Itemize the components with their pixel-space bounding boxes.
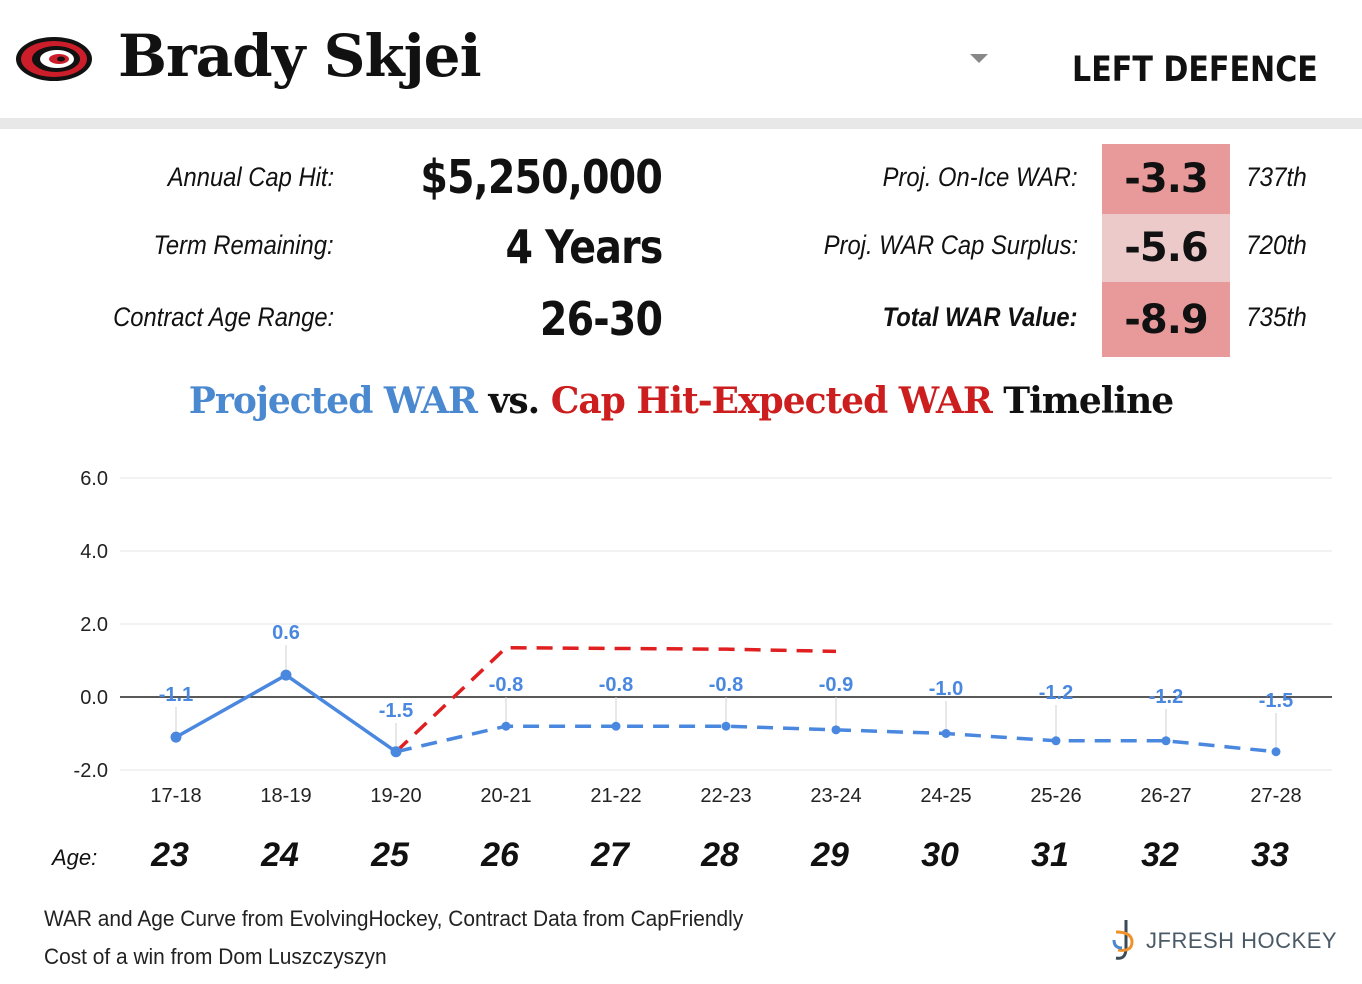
war-surplus-rank: 720th xyxy=(1246,230,1307,260)
y-tick-label: 6.0 xyxy=(80,468,108,490)
hurricanes-logo-icon xyxy=(14,34,94,84)
y-tick-label: 0.0 xyxy=(80,687,108,709)
total-war-value: -8.9 xyxy=(1102,282,1230,357)
x-tick-label: 25-26 xyxy=(1030,785,1081,807)
chart-title: Projected WAR vs. Cap Hit-Expected WAR T… xyxy=(0,380,1362,422)
x-tick-label: 18-19 xyxy=(260,785,311,807)
data-label: -1.2 xyxy=(1149,686,1183,708)
data-point xyxy=(280,669,292,681)
total-war-label: Total WAR Value: xyxy=(883,302,1078,332)
y-tick-label: 4.0 xyxy=(80,541,108,563)
age-value: 23 xyxy=(151,836,189,874)
data-point xyxy=(170,731,182,743)
source-note-2: Cost of a win from Dom Luszczyszyn xyxy=(44,944,387,969)
data-label: -0.8 xyxy=(709,674,743,696)
chart-title-timeline: Timeline xyxy=(991,380,1174,422)
total-war-rank: 735th xyxy=(1246,302,1307,332)
war-surplus-label: Proj. WAR Cap Surplus: xyxy=(823,230,1078,260)
player-select-dropdown[interactable] xyxy=(970,54,988,63)
data-label: -1.5 xyxy=(1259,690,1293,712)
on-ice-war-value: -3.3 xyxy=(1102,144,1230,214)
brand-name: JFRESH HOCKEY xyxy=(1146,928,1338,953)
data-label: -1.5 xyxy=(379,700,413,722)
source-note-1: WAR and Age Curve from EvolvingHockey, C… xyxy=(44,906,744,931)
x-tick-label: 22-23 xyxy=(700,785,751,807)
age-value: 31 xyxy=(1031,836,1069,874)
data-label: -0.8 xyxy=(599,674,633,696)
player-position: LEFT DEFENCE xyxy=(1072,50,1318,90)
x-tick-label: 19-20 xyxy=(370,785,421,807)
data-label: 0.6 xyxy=(272,622,300,644)
chart-title-expected: Cap Hit-Expected WAR xyxy=(550,380,993,422)
data-point xyxy=(1271,747,1281,757)
war-surplus-value: -5.6 xyxy=(1102,214,1230,282)
age-value: 27 xyxy=(591,836,629,874)
data-point xyxy=(501,721,511,731)
data-point xyxy=(390,746,402,758)
x-tick-label: 20-21 xyxy=(480,785,531,807)
projected-war-actual-line xyxy=(175,673,398,754)
age-value: 26 xyxy=(481,836,519,874)
on-ice-war-label: Proj. On-Ice WAR: xyxy=(883,162,1078,192)
header-divider xyxy=(0,118,1362,129)
data-point xyxy=(1161,736,1171,746)
expected-war-line xyxy=(394,645,837,754)
data-point xyxy=(941,729,951,738)
term-label: Term Remaining: xyxy=(153,230,334,260)
data-point xyxy=(1051,736,1061,746)
age-value: 32 xyxy=(1141,836,1179,874)
cap-hit-value: $5,250,000 xyxy=(420,150,663,204)
data-point xyxy=(611,721,621,731)
age-range-value: 26-30 xyxy=(539,292,663,346)
data-label: -1.2 xyxy=(1039,682,1073,704)
x-tick-label: 27-28 xyxy=(1250,785,1301,807)
age-value: 29 xyxy=(811,836,849,874)
cap-hit-label: Annual Cap Hit: xyxy=(167,162,334,192)
jfresh-brand: JFRESH HOCKEY xyxy=(1110,916,1337,966)
war-timeline-chart: -2.0 0.0 2.0 4.0 6.0 17-18 18-19 19-20 20-21 21-2… xyxy=(74,468,1332,807)
data-label: -1.1 xyxy=(159,684,193,706)
y-tick-label: -2.0 xyxy=(74,760,108,782)
x-tick-label: 24-25 xyxy=(920,785,971,807)
age-value: 28 xyxy=(701,836,739,874)
data-point xyxy=(721,721,731,731)
data-label: -0.8 xyxy=(489,674,523,696)
x-tick-label: 23-24 xyxy=(810,785,861,807)
y-tick-label: 2.0 xyxy=(80,614,108,636)
term-value: 4 Years xyxy=(505,220,663,274)
on-ice-war-rank: 737th xyxy=(1246,162,1307,192)
data-label: -1.0 xyxy=(929,678,963,700)
chart-title-vs: vs. xyxy=(476,380,551,422)
x-tick-label: 21-22 xyxy=(590,785,641,807)
age-value: 30 xyxy=(921,836,959,874)
age-range-label: Contract Age Range: xyxy=(112,302,334,332)
data-point xyxy=(831,725,841,735)
x-tick-label: 26-27 xyxy=(1140,785,1191,807)
data-label: -0.9 xyxy=(819,674,853,696)
player-name: Brady Skjei xyxy=(118,22,482,90)
age-value: 25 xyxy=(371,836,409,874)
age-value: 24 xyxy=(261,836,299,874)
age-row-label: Age: xyxy=(52,845,98,870)
jfresh-logo-icon xyxy=(1112,920,1134,960)
x-tick-label: 17-18 xyxy=(150,785,201,807)
age-value: 33 xyxy=(1251,836,1289,874)
chart-title-projected: Projected WAR xyxy=(188,380,478,422)
